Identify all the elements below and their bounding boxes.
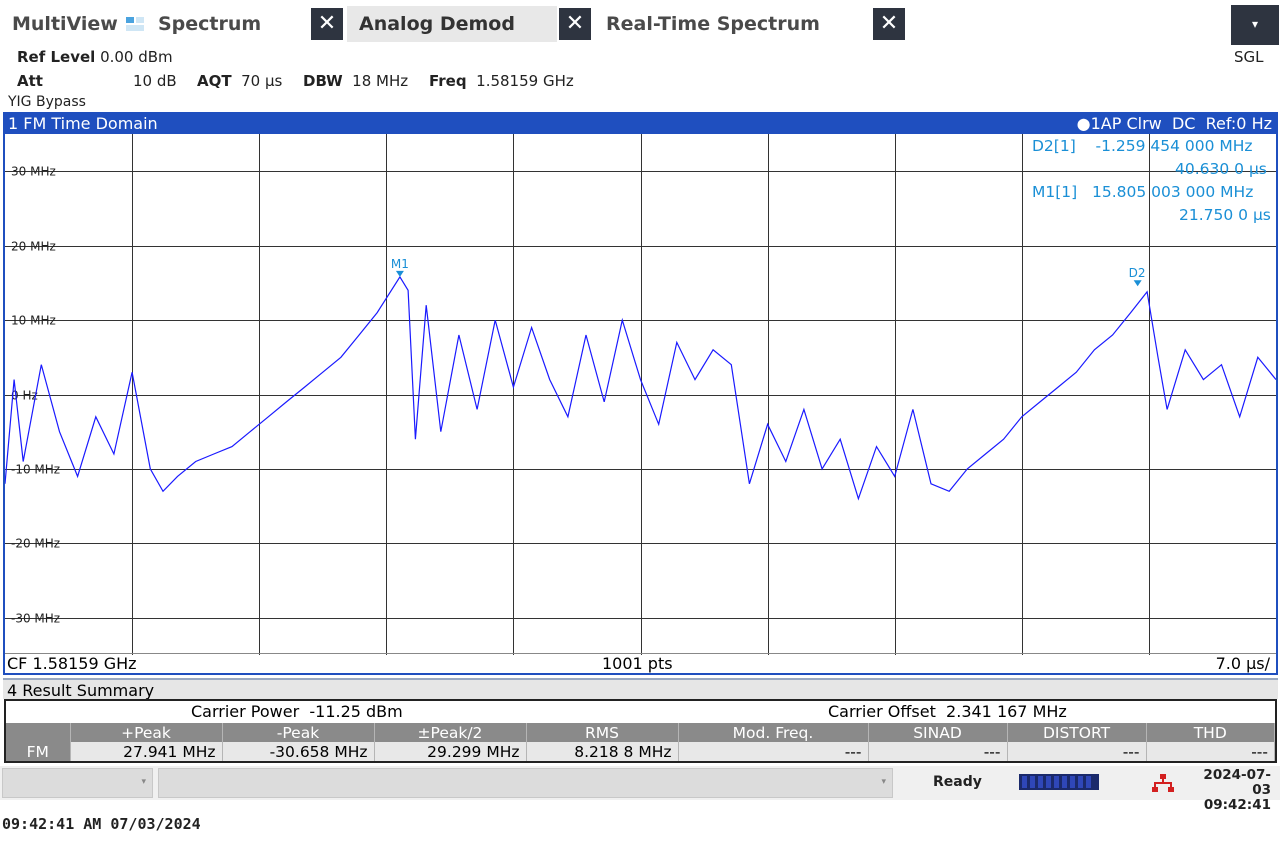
network-icon[interactable]: [1152, 774, 1174, 792]
aqt-label: AQT: [197, 72, 232, 90]
marker-m1-triangle: [395, 270, 404, 277]
att-label[interactable]: Att: [17, 72, 43, 90]
tab-real-time-spectrum[interactable]: Real-Time Spectrum: [606, 13, 820, 35]
tab-spectrum[interactable]: Spectrum: [158, 13, 262, 35]
fm-time-domain-diagram[interactable]: 1 FM Time Domain ●1AP Clrw DC Ref:0 Hz 3…: [3, 112, 1278, 675]
marker-d2-triangle: [1133, 280, 1142, 287]
table-header: DISTORT: [1007, 723, 1147, 742]
y-tick-label: 20 MHz: [11, 240, 56, 254]
status-datetime: 2024-07-03 09:42:41: [1185, 768, 1271, 813]
table-cell: 8.218 8 MHz: [526, 742, 679, 761]
table-cell: 27.941 MHz: [70, 742, 223, 761]
freq-value: 1.58159 GHz: [476, 72, 574, 90]
table-cell: ---: [1007, 742, 1147, 761]
att-value[interactable]: 10 dB: [133, 72, 177, 90]
table-header: RMS: [526, 723, 679, 742]
center-frequency: CF 1.58159 GHz: [7, 654, 137, 673]
tab-analog-demod[interactable]: Analog Demod: [347, 6, 557, 42]
dbw-label: DBW: [303, 72, 343, 90]
result-summary-title: 4 Result Summary: [3, 678, 1278, 700]
diagram-footer: CF 1.58159 GHz 1001 pts 7.0 µs/: [5, 653, 1276, 673]
table-cell: ---: [678, 742, 869, 761]
close-tab-spectrum-button[interactable]: ✕: [311, 8, 343, 40]
marker-m1-readout: M1[1] 15.805 003 000 MHz: [1032, 183, 1254, 201]
status-bar: ▾ ▾ Ready 2024-07-03 09:42:41: [0, 766, 1280, 813]
points-count: 1001 pts: [602, 654, 673, 673]
trace-mode-icon: ●: [1076, 114, 1091, 133]
yig-bypass-label: YIG Bypass: [8, 94, 86, 110]
carrier-offset: Carrier Offset 2.341 167 MHz: [828, 702, 1067, 721]
freq-label: Freq: [429, 72, 467, 90]
status-time: 09:42:41: [1203, 797, 1271, 813]
table-cell: ---: [1146, 742, 1275, 761]
carrier-info-row: Carrier Power -11.25 dBm Carrier Offset …: [6, 701, 1275, 722]
carrier-power: Carrier Power -11.25 dBm: [191, 702, 403, 721]
table-cell: -30.658 MHz: [222, 742, 375, 761]
aqt-setting[interactable]: AQT 70 µs: [197, 72, 282, 90]
status-date: 2024-07-03: [1203, 767, 1271, 798]
fm-trace-line: [5, 275, 1276, 501]
chevron-down-icon: ▾: [881, 777, 886, 787]
marker-d2-time: 40.630 0 µs: [1175, 160, 1267, 178]
modulation-results-table: +Peak -Peak ±Peak/2 RMS Mod. Freq. SINAD…: [6, 723, 1275, 761]
y-tick-label: -20 MHz: [11, 537, 60, 551]
diagram-title-bar: 1 FM Time Domain ●1AP Clrw DC Ref:0 Hz: [5, 114, 1276, 134]
tab-multiview[interactable]: MultiView: [12, 13, 118, 35]
table-cell: ---: [868, 742, 1008, 761]
ready-status: Ready: [933, 774, 982, 790]
table-header: ±Peak/2: [374, 723, 527, 742]
y-tick-label: 10 MHz: [11, 314, 56, 328]
status-field-1[interactable]: ▾: [2, 768, 153, 798]
y-tick-label: 30 MHz: [11, 165, 56, 179]
tab-bar: MultiView Spectrum ✕ Analog Demod ✕ Real…: [0, 0, 1280, 46]
table-header: THD: [1146, 723, 1275, 742]
status-field-2[interactable]: ▾: [158, 768, 893, 798]
sgl-indicator[interactable]: SGL: [1234, 48, 1264, 66]
trace-info: ●1AP Clrw DC Ref:0 Hz: [1076, 114, 1272, 133]
ref-level-value: 0.00 dBm: [100, 48, 173, 66]
time-per-division: 7.0 µs/: [1215, 654, 1270, 673]
dbw-setting[interactable]: DBW 18 MHz: [303, 72, 408, 90]
table-header: +Peak: [70, 723, 223, 742]
dbw-value: 18 MHz: [352, 72, 409, 90]
marker-d2-readout: D2[1] -1.259 454 000 MHz: [1032, 137, 1253, 155]
chevron-down-icon: ▾: [141, 777, 146, 787]
close-tab-analog-demod-button[interactable]: ✕: [559, 8, 591, 40]
table-header: Mod. Freq.: [678, 723, 869, 742]
aqt-value: 70 µs: [241, 72, 283, 90]
y-tick-label: -10 MHz: [11, 463, 60, 477]
table-header: [6, 723, 71, 742]
ref-level-setting[interactable]: Ref Level 0.00 dBm: [17, 48, 173, 66]
spectrum-tab-icon: [126, 17, 144, 31]
marker-d2-tag: D2: [1129, 266, 1146, 280]
ref-level-label: Ref Level: [17, 48, 96, 66]
y-tick-label: -30 MHz: [11, 612, 60, 626]
result-summary-table[interactable]: Carrier Power -11.25 dBm Carrier Offset …: [4, 699, 1277, 763]
plot-area[interactable]: 30 MHz 20 MHz 10 MHz 0 Hz -10 MHz -20 MHz -30 …: [5, 134, 1276, 655]
close-tab-real-time-spectrum-button[interactable]: ✕: [873, 8, 905, 40]
table-cell: FM: [6, 742, 71, 761]
screenshot-timestamp: 09:42:41 AM 07/03/2024: [2, 815, 201, 833]
table-header-row: +Peak -Peak ±Peak/2 RMS Mod. Freq. SINAD…: [6, 723, 1275, 742]
progress-icon: [1019, 774, 1099, 790]
marker-m1-tag: M1: [391, 257, 409, 271]
freq-setting[interactable]: Freq 1.58159 GHz: [429, 72, 574, 90]
marker-m1-time: 21.750 0 µs: [1179, 206, 1271, 224]
table-header: SINAD: [868, 723, 1008, 742]
table-header: -Peak: [222, 723, 375, 742]
table-cell: 29.299 MHz: [374, 742, 527, 761]
table-row: FM 27.941 MHz -30.658 MHz 29.299 MHz 8.2…: [6, 742, 1275, 761]
chevron-down-icon[interactable]: ▾: [1231, 5, 1279, 45]
diagram-title: 1 FM Time Domain: [8, 114, 158, 133]
y-tick-label: 0 Hz: [11, 389, 38, 403]
